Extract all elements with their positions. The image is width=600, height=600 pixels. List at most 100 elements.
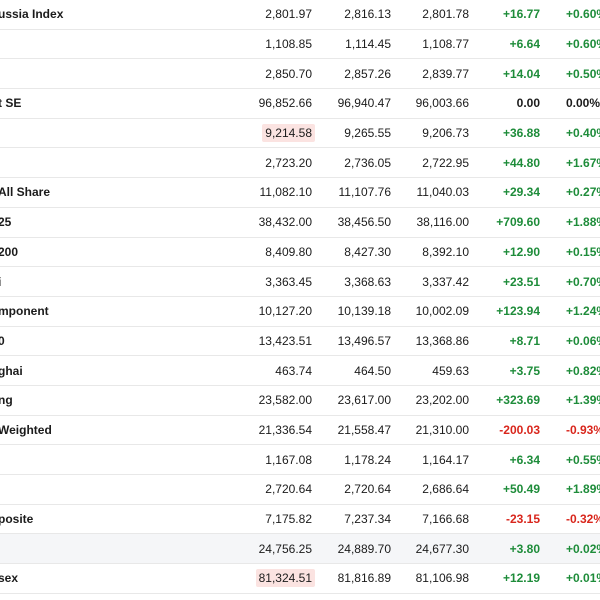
index-name-link-text[interactable]: ghai xyxy=(0,363,23,378)
index-name-link[interactable]: 200 xyxy=(0,238,218,267)
table-row[interactable]: 2,720.64 2,720.64 2,686.64 +50.49 +1.89% xyxy=(0,475,600,505)
change-value-text: +29.34 xyxy=(502,185,540,200)
last-price: 10,127.20 xyxy=(259,297,312,326)
index-name-link[interactable]: 0 xyxy=(0,327,218,356)
change-value-text: +323.69 xyxy=(496,393,540,408)
table-row[interactable]: 0 13,423.51 13,496.57 13,368.86 +8.71 +0.06% xyxy=(0,326,600,357)
last-price-text: 13,423.51 xyxy=(258,333,312,348)
high-price-text: 24,889.70 xyxy=(337,541,391,556)
index-name-link-text[interactable]: All Share xyxy=(0,185,51,200)
last-price-text: 2,720.64 xyxy=(265,482,312,497)
index-name-link-text[interactable]: ussia Index xyxy=(0,7,64,22)
change-value-text: +3.75 xyxy=(509,363,540,378)
index-name-link[interactable] xyxy=(0,445,218,474)
last-price-text: 2,723.20 xyxy=(265,155,312,170)
index-name-link[interactable]: posite xyxy=(0,505,218,534)
high-price: 2,816.13 xyxy=(344,0,391,29)
high-price-text: 96,940.47 xyxy=(337,96,391,111)
table-row[interactable]: 200 8,409.80 8,427.30 8,392.10 +12.90 +0.15% xyxy=(0,237,600,268)
index-name-link[interactable]: mponent xyxy=(0,297,218,326)
index-name-link[interactable]: t SE xyxy=(0,89,218,118)
last-price-text: 1,167.08 xyxy=(265,452,312,467)
table-row[interactable]: 1,167.08 1,178.24 1,164.17 +6.34 +0.55% xyxy=(0,445,600,475)
low-price-text: 7,166.68 xyxy=(422,512,469,527)
index-name-link-text[interactable]: 25 xyxy=(0,215,12,230)
table-row[interactable]: ussia Index 2,801.97 2,816.13 2,801.78 +16.7… xyxy=(0,0,600,30)
change-value-text: +12.90 xyxy=(502,244,540,259)
index-name-link-text[interactable]: mponent xyxy=(0,304,49,319)
index-name-link[interactable] xyxy=(0,119,218,148)
high-price: 7,237.34 xyxy=(344,505,391,534)
index-name-link[interactable]: Weighted xyxy=(0,416,218,445)
last-price-text: 7,175.82 xyxy=(265,512,312,527)
index-name-link[interactable] xyxy=(0,534,218,563)
table-row[interactable]: ng 23,582.00 23,617.00 23,202.00 +323.69 +1.3… xyxy=(0,385,600,416)
change-value-text: +8.71 xyxy=(509,333,540,348)
last-price: 13,423.51 xyxy=(259,327,312,356)
low-price: 1,164.17 xyxy=(422,445,469,474)
change-value-text: +6.64 xyxy=(509,37,540,52)
table-row[interactable]: sex 81,324.51 81,816.89 81,106.98 +12.19 +0.0… xyxy=(0,564,600,594)
index-name-link-text[interactable]: Weighted xyxy=(0,422,52,437)
index-name-link[interactable] xyxy=(0,148,218,177)
table-row[interactable]: 24,756.25 24,889.70 24,677.30 +3.80 +0.02% xyxy=(0,534,600,565)
table-row[interactable]: 25 38,432.00 38,456.50 38,116.00 +709.60 +1.8… xyxy=(0,207,600,238)
index-name-link[interactable] xyxy=(0,475,218,504)
index-name-link-text[interactable]: posite xyxy=(0,512,34,527)
last-price: 1,167.08 xyxy=(265,445,312,474)
table-row[interactable]: 1,108.85 1,114.45 1,108.77 +6.64 +0.60% xyxy=(0,29,600,60)
index-name-link[interactable]: sex xyxy=(0,564,218,593)
change-percent-text: +0.02% xyxy=(566,541,600,556)
change-percent-text: +0.01% xyxy=(566,571,600,586)
low-price-text: 96,003.66 xyxy=(415,96,469,111)
low-price-text: 24,677.30 xyxy=(415,541,469,556)
table-row[interactable]: 2,850.70 2,857.26 2,839.77 +14.04 +0.50% xyxy=(0,59,600,90)
low-price: 10,002.09 xyxy=(416,297,469,326)
last-price: 11,082.10 xyxy=(260,178,313,207)
index-name-link[interactable] xyxy=(0,30,218,59)
low-price: 7,166.68 xyxy=(422,505,469,534)
change-percent-text: +1.24% xyxy=(566,304,600,319)
index-name-link[interactable]: 25 xyxy=(0,208,218,237)
index-name-link-text[interactable]: 200 xyxy=(0,244,19,259)
high-price: 13,496.57 xyxy=(338,327,391,356)
table-row[interactable]: i 3,363.45 3,368.63 3,337.42 +23.51 +0.70% xyxy=(0,267,600,297)
table-row[interactable]: mponent 10,127.20 10,139.18 10,002.09 +123.9… xyxy=(0,296,600,327)
index-name-link[interactable]: All Share xyxy=(0,178,218,207)
index-name-link[interactable]: ghai xyxy=(0,356,218,385)
table-row[interactable]: t SE 96,852.66 96,940.47 96,003.66 0.00 0.00% xyxy=(0,89,600,119)
last-price: 38,432.00 xyxy=(259,208,312,237)
index-name-link[interactable] xyxy=(0,59,218,88)
table-row[interactable]: ghai 463.74 464.50 459.63 +3.75 +0.82% xyxy=(0,356,600,386)
change-percent-text: -0.93% xyxy=(566,422,600,437)
low-price-text: 2,839.77 xyxy=(422,66,469,81)
low-price: 21,310.00 xyxy=(416,416,469,445)
index-name-link-text[interactable]: 0 xyxy=(0,333,5,348)
index-name-link[interactable]: ng xyxy=(0,386,218,415)
table-row[interactable]: All Share 11,082.10 11,107.76 11,040.03 +29.… xyxy=(0,178,600,208)
table-row[interactable]: Weighted 21,336.54 21,558.47 21,310.00 -200.… xyxy=(0,415,600,446)
table-row[interactable]: posite 7,175.82 7,237.34 7,166.68 -23.15 -0.3… xyxy=(0,504,600,535)
table-row[interactable]: 2,723.20 2,736.05 2,722.95 +44.80 +1.67% xyxy=(0,148,600,179)
index-name-link-text[interactable]: t SE xyxy=(0,96,22,111)
last-price-text: 21,336.54 xyxy=(258,422,312,437)
table-row[interactable]: 9,214.58 9,265.55 9,206.73 +36.88 +0.40% xyxy=(0,118,600,149)
index-name-link-text[interactable]: i xyxy=(0,275,1,289)
index-name-link-text[interactable]: sex xyxy=(0,571,19,586)
change-percent-text: +0.40% xyxy=(566,126,600,141)
high-price: 23,617.00 xyxy=(338,386,391,415)
last-price: 9,214.58 xyxy=(262,119,315,148)
low-price-text: 21,310.00 xyxy=(415,422,469,437)
index-name-link[interactable]: ussia Index xyxy=(0,0,218,29)
high-price: 81,816.89 xyxy=(338,564,391,593)
last-price: 2,850.70 xyxy=(265,59,312,88)
high-price-text: 81,816.89 xyxy=(337,571,391,586)
change-percent: +0.01% xyxy=(566,564,600,593)
index-name-link-text[interactable]: ng xyxy=(0,393,13,408)
low-price-text: 2,801.78 xyxy=(422,7,469,22)
high-price: 96,940.47 xyxy=(338,89,391,118)
index-name-link[interactable]: i xyxy=(0,267,218,296)
low-price-text: 1,164.17 xyxy=(422,452,469,467)
last-price: 8,409.80 xyxy=(265,238,312,267)
